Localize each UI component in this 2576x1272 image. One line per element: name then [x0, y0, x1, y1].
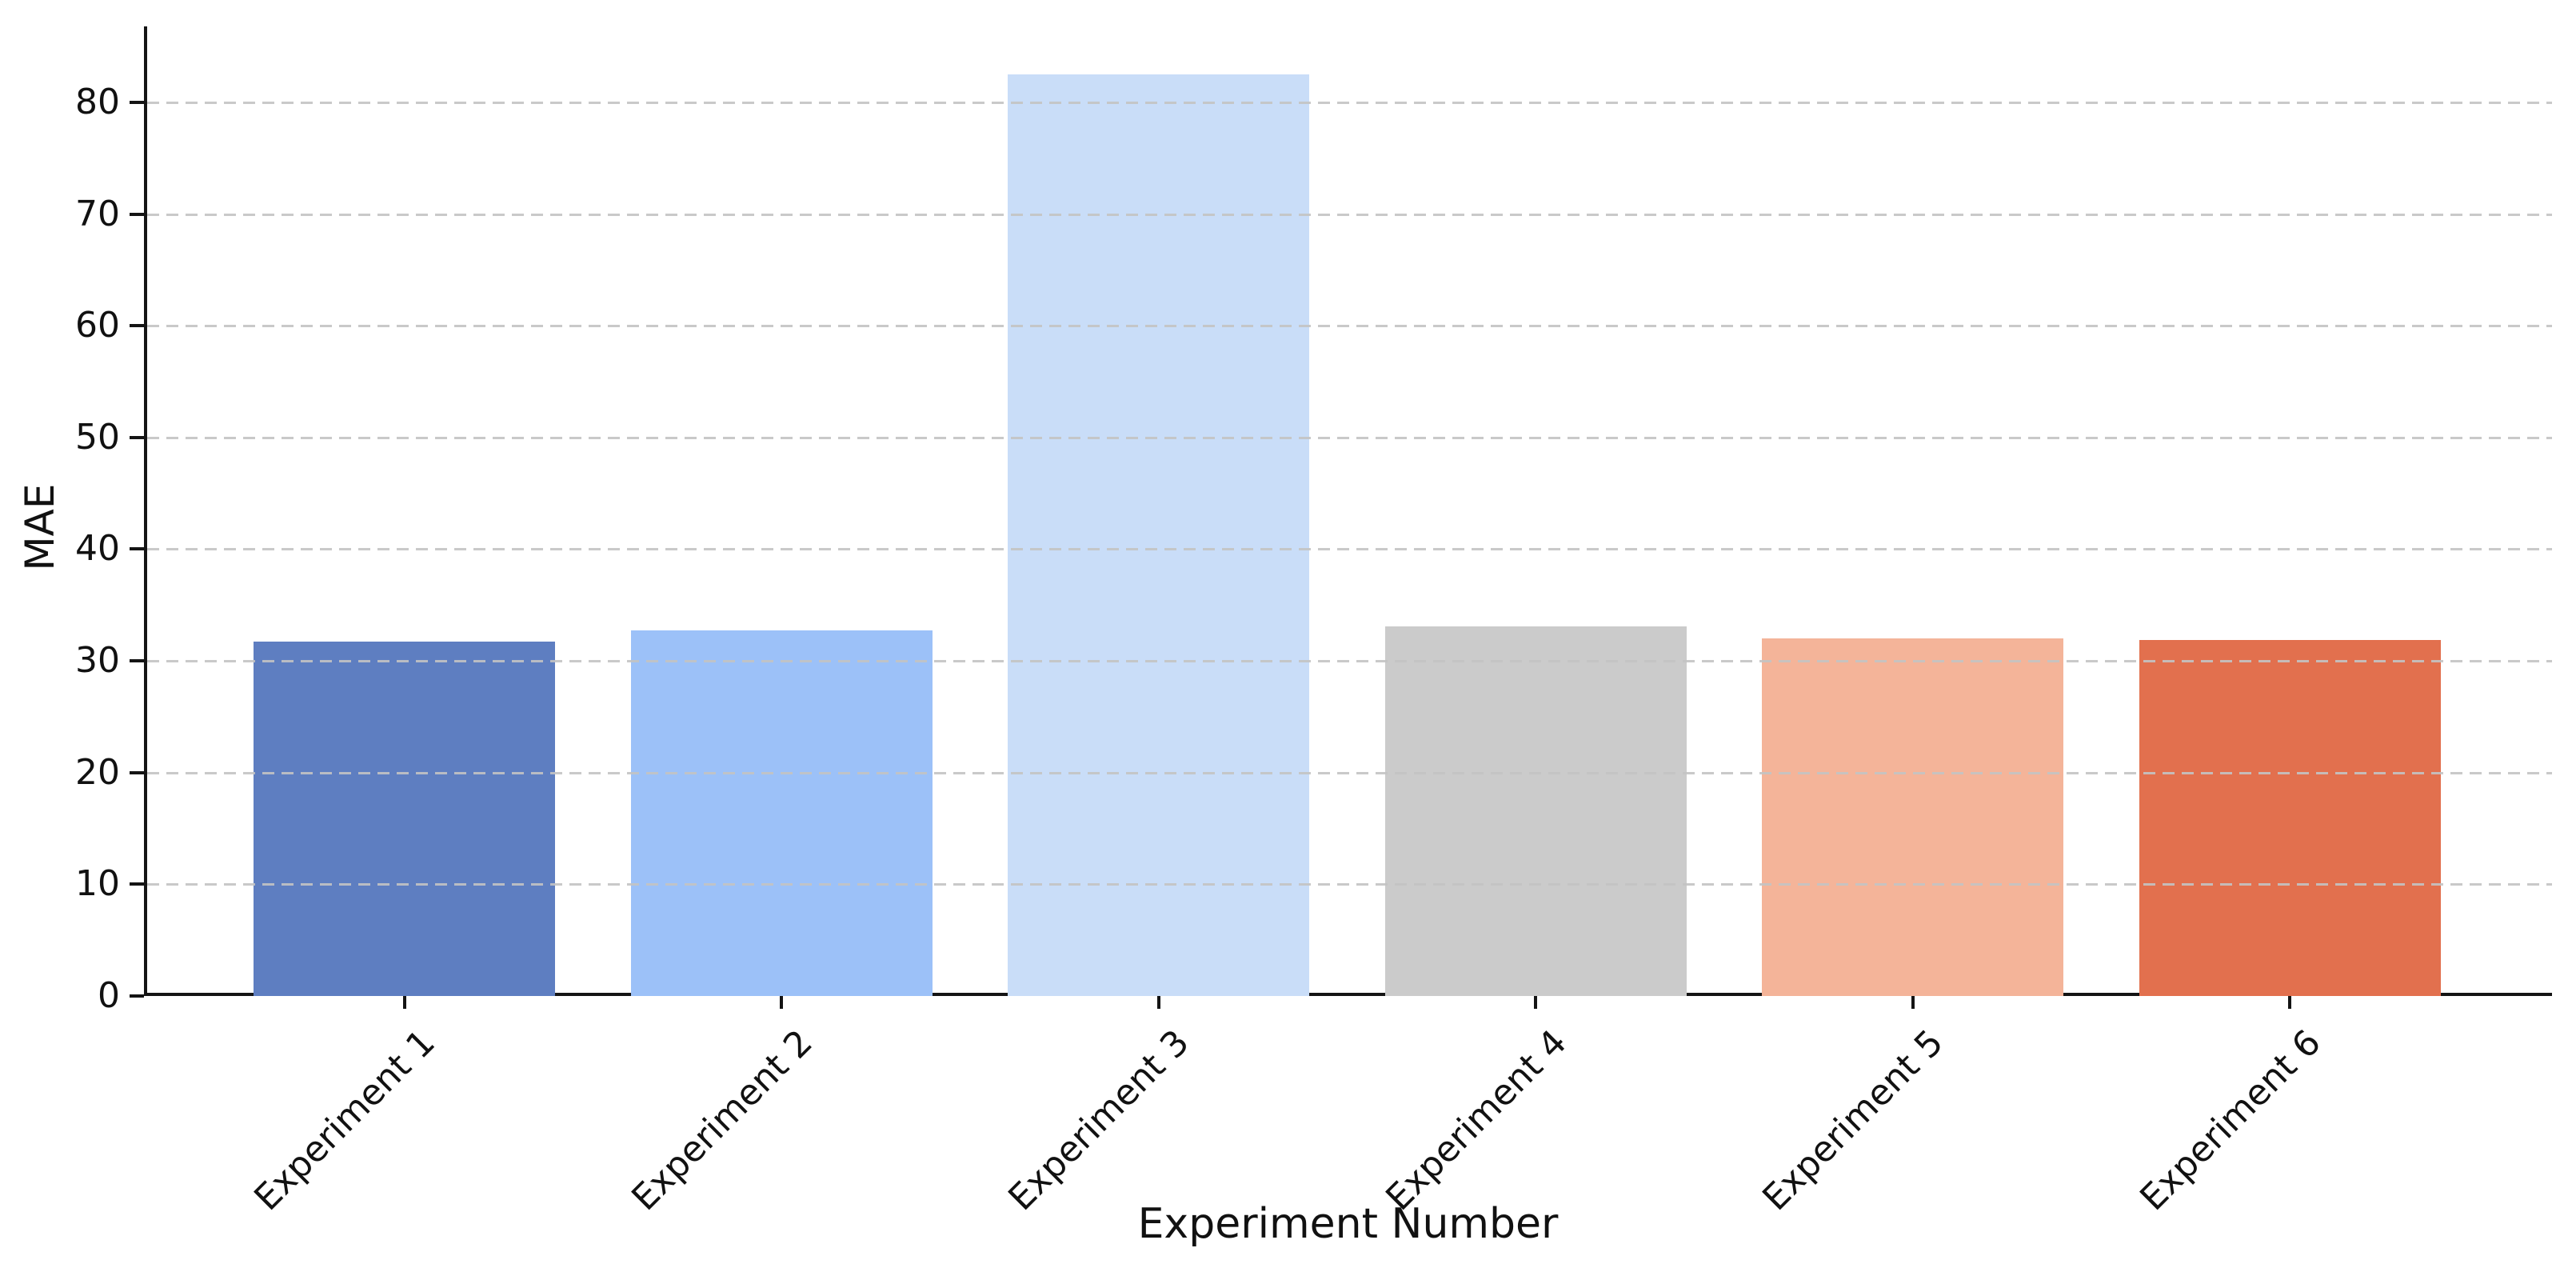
- y-tick-mark-60: [130, 324, 144, 327]
- y-tick-label-30: 30: [75, 640, 120, 681]
- y-gridline-50: [147, 437, 2552, 439]
- y-tick-label-20: 20: [75, 752, 120, 793]
- y-tick-label-60: 60: [75, 305, 120, 346]
- x-tick-mark-2: [780, 996, 783, 1009]
- y-tick-mark-80: [130, 101, 144, 104]
- y-gridline-30: [147, 660, 2552, 662]
- y-tick-mark-40: [130, 547, 144, 550]
- y-tick-mark-50: [130, 436, 144, 439]
- x-tick-mark-3: [1157, 996, 1160, 1009]
- x-axis-title: Experiment Number: [1137, 1200, 1559, 1248]
- y-tick-mark-30: [130, 659, 144, 662]
- y-tick-label-80: 80: [75, 82, 120, 122]
- y-gridline-70: [147, 214, 2552, 216]
- plot-area: [144, 26, 2552, 996]
- x-tick-label-6: Experiment 6: [2132, 1022, 2329, 1219]
- x-tick-mark-5: [1911, 996, 1915, 1009]
- y-tick-label-10: 10: [75, 863, 120, 904]
- y-tick-label-0: 0: [98, 975, 120, 1016]
- y-tick-mark-10: [130, 882, 144, 886]
- x-tick-mark-1: [403, 996, 406, 1009]
- y-tick-mark-0: [130, 994, 144, 998]
- y-gridline-20: [147, 772, 2552, 774]
- x-tick-label-4: Experiment 4: [1378, 1022, 1575, 1219]
- bar-experiment-5: [1762, 638, 2063, 996]
- bar-experiment-1: [254, 642, 555, 996]
- y-gridline-80: [147, 102, 2552, 104]
- bar-experiment-6: [2139, 640, 2441, 996]
- x-tick-mark-6: [2288, 996, 2291, 1009]
- y-gridline-60: [147, 325, 2552, 327]
- y-gridline-10: [147, 883, 2552, 886]
- y-tick-mark-20: [130, 771, 144, 774]
- x-tick-label-3: Experiment 3: [1000, 1022, 1197, 1219]
- bar-experiment-4: [1385, 626, 1687, 996]
- x-tick-label-1: Experiment 1: [246, 1022, 443, 1219]
- y-tick-label-40: 40: [75, 528, 120, 569]
- y-gridline-40: [147, 548, 2552, 550]
- x-tick-mark-4: [1534, 996, 1537, 1009]
- bar-experiment-2: [631, 630, 933, 996]
- x-tick-label-5: Experiment 5: [1755, 1022, 1951, 1219]
- y-tick-mark-70: [130, 213, 144, 216]
- y-tick-label-70: 70: [75, 194, 120, 234]
- y-tick-label-50: 50: [75, 417, 120, 458]
- bar-experiment-3: [1008, 74, 1309, 996]
- x-tick-label-2: Experiment 2: [624, 1022, 821, 1219]
